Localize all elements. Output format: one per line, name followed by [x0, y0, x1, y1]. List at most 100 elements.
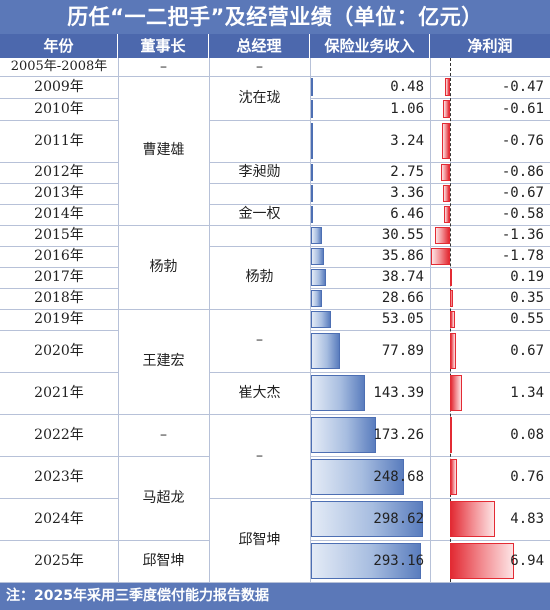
chairman-cell: 马超龙: [142, 490, 185, 506]
row-divider: [0, 330, 118, 331]
profit-value: 6.94: [510, 553, 544, 569]
row-divider: [310, 288, 550, 289]
revenue-bar: [311, 459, 405, 495]
manager-cell: 崔大杰: [238, 385, 281, 401]
manager-cell: 邱智坤: [238, 532, 281, 548]
manager-cell: 杨勃: [245, 269, 274, 285]
row-divider: [0, 309, 118, 310]
profit-bar-negative: [440, 164, 450, 181]
year-cell: 2018年: [34, 290, 84, 306]
revenue-value: 0.48: [390, 79, 424, 95]
profit-value: -0.86: [501, 164, 544, 180]
year-cell: 2005年-2008年: [10, 59, 108, 74]
revenue-bar: [311, 78, 313, 96]
chairman-cell: 王建宏: [142, 353, 185, 369]
revenue-value: 173.26: [373, 427, 424, 443]
profit-bar-positive: [450, 501, 495, 537]
data-table: 2005年-2008年 2009年 2010年 2011年 2012年 2013年 2014…: [0, 58, 550, 583]
profit-value: 4.83: [510, 511, 544, 527]
profit-value: -1.78: [501, 248, 544, 264]
manager-cell: –: [256, 59, 263, 75]
profit-value: 1.34: [510, 385, 544, 401]
profit-value: 0.19: [510, 269, 544, 285]
row-divider: [118, 414, 209, 415]
profit-value: 0.08: [510, 427, 544, 443]
revenue-bar: [311, 333, 341, 369]
revenue-bar: [311, 123, 313, 159]
profit-bar-positive: [450, 311, 456, 328]
profit-bar-positive: [450, 333, 457, 369]
header-manager: 总经理: [209, 34, 310, 58]
revenue-value: 28.66: [381, 290, 424, 306]
manager-cell: 沈在珑: [238, 90, 281, 106]
profit-bar-negative: [443, 206, 450, 223]
column-divider: [209, 58, 210, 583]
row-divider: [310, 76, 550, 77]
row-divider: [118, 309, 209, 310]
row-divider: [209, 246, 310, 247]
revenue-bar: [311, 164, 313, 181]
row-divider: [118, 582, 209, 583]
row-divider: [0, 183, 118, 184]
row-divider: [209, 204, 310, 205]
column-divider: [118, 58, 119, 583]
row-divider: [209, 76, 310, 77]
year-cell: 2016年: [34, 248, 84, 264]
row-divider: [209, 582, 310, 583]
row-divider: [0, 372, 118, 373]
year-cell: 2015年: [34, 227, 84, 243]
row-divider: [310, 456, 550, 457]
revenue-bar: [311, 290, 322, 307]
year-cell: 2020年: [34, 343, 84, 359]
profit-value: -0.58: [501, 206, 544, 222]
row-divider: [0, 204, 118, 205]
row-divider: [0, 76, 118, 77]
row-divider: [0, 414, 118, 415]
row-divider: [0, 267, 118, 268]
row-divider: [209, 498, 310, 499]
row-divider: [310, 372, 550, 373]
profit-value: -0.67: [501, 185, 544, 201]
revenue-bar: [311, 543, 421, 579]
row-divider: [0, 120, 118, 121]
manager-cell: 李昶勋: [238, 164, 281, 180]
profit-bar-negative: [431, 248, 450, 265]
revenue-bar: [311, 185, 313, 202]
chairman-cell: 杨勃: [149, 259, 178, 275]
row-divider: [118, 225, 209, 226]
row-divider: [118, 456, 209, 457]
profit-empty: [430, 58, 550, 76]
profit-bar-positive: [450, 269, 452, 286]
column-divider: [430, 58, 431, 583]
chairman-cell: 邱智坤: [142, 553, 185, 569]
year-cell: 2017年: [34, 269, 84, 285]
row-divider: [0, 246, 118, 247]
chairman-cell: –: [160, 59, 167, 75]
row-divider: [0, 582, 118, 583]
year-cell: 2025年: [34, 553, 84, 569]
revenue-bar: [311, 100, 313, 118]
row-divider: [0, 162, 118, 163]
profit-bar-positive: [450, 417, 452, 453]
year-cell: 2019年: [34, 311, 84, 327]
row-divider: [209, 414, 310, 415]
table-header: 年份 董事长 总经理 保险业务收入 净利润: [0, 34, 550, 58]
manager-cell: 金一权: [238, 206, 281, 222]
revenue-value: 3.36: [390, 185, 424, 201]
revenue-value: 35.86: [381, 248, 424, 264]
row-divider: [310, 120, 550, 121]
row-divider: [0, 540, 118, 541]
revenue-value: 3.24: [390, 133, 424, 149]
revenue-empty: [310, 58, 430, 76]
revenue-value: 77.89: [381, 343, 424, 359]
chairman-cell: 曹建雄: [142, 142, 185, 158]
profit-bar-negative: [443, 100, 450, 118]
revenue-bar: [311, 248, 325, 265]
profit-value: 0.35: [510, 290, 544, 306]
year-cell: 2021年: [34, 385, 84, 401]
revenue-value: 1.06: [390, 101, 424, 117]
profit-value: -0.47: [501, 79, 544, 95]
row-divider: [310, 309, 550, 310]
year-cell: 2012年: [34, 164, 84, 180]
year-cell: 2024年: [34, 511, 84, 527]
